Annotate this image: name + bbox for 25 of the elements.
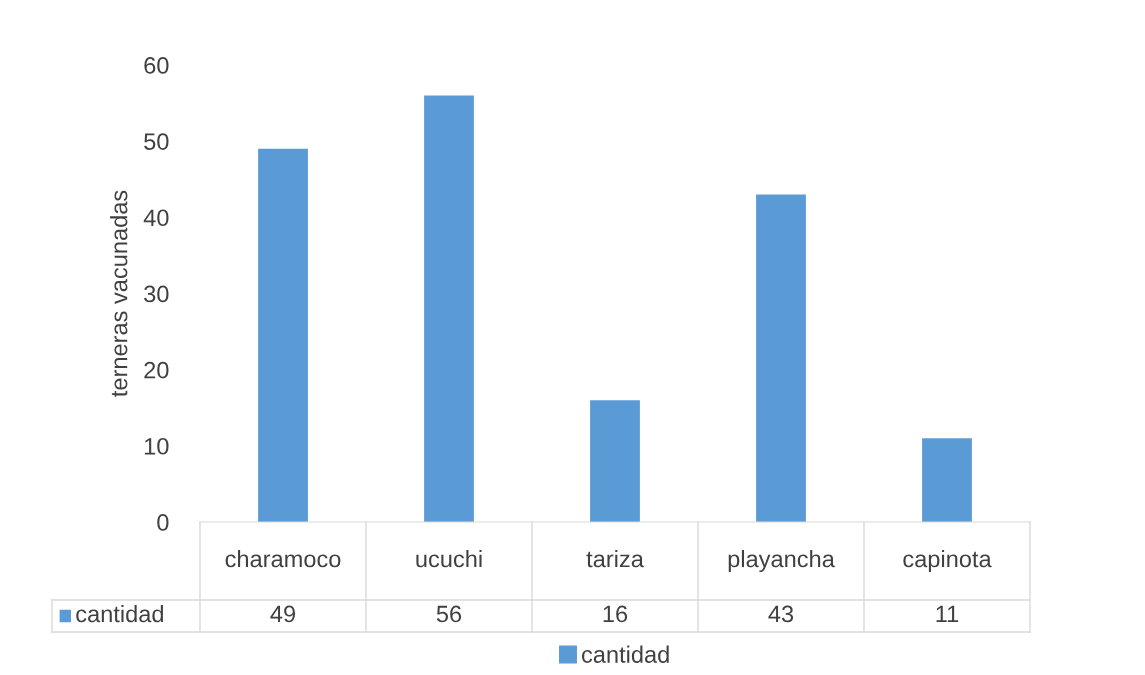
data-label: 11	[936, 605, 959, 623]
y-tick-label: 0	[157, 514, 169, 531]
bar	[756, 194, 806, 522]
y-tick-label: 50	[144, 133, 169, 150]
y-tick-label: 60	[144, 57, 169, 74]
data-label: 43	[768, 605, 794, 623]
x-tick-label: ucuchi	[416, 549, 482, 568]
x-tick-label: tariza	[586, 549, 644, 568]
y-tick-label: 30	[144, 285, 169, 303]
data-label: 16	[603, 605, 628, 623]
y-tick-label: 20	[144, 361, 169, 379]
bar	[922, 438, 972, 522]
y-tick-label: 40	[143, 209, 169, 227]
bar	[424, 95, 474, 522]
data-label: 56	[436, 605, 462, 623]
y-tick-label: 10	[144, 437, 169, 455]
x-tick-label: capinota	[903, 549, 992, 573]
bar	[590, 400, 640, 522]
text: cantidad	[76, 604, 163, 623]
legend-label: cantidad	[582, 645, 669, 663]
x-tick-label: charamoco	[225, 549, 341, 568]
x-tick-label: playancha	[728, 549, 835, 573]
bar	[258, 148, 308, 522]
y-axis-title: terneras vacunadas	[110, 190, 128, 397]
data-label: 49	[270, 605, 296, 623]
